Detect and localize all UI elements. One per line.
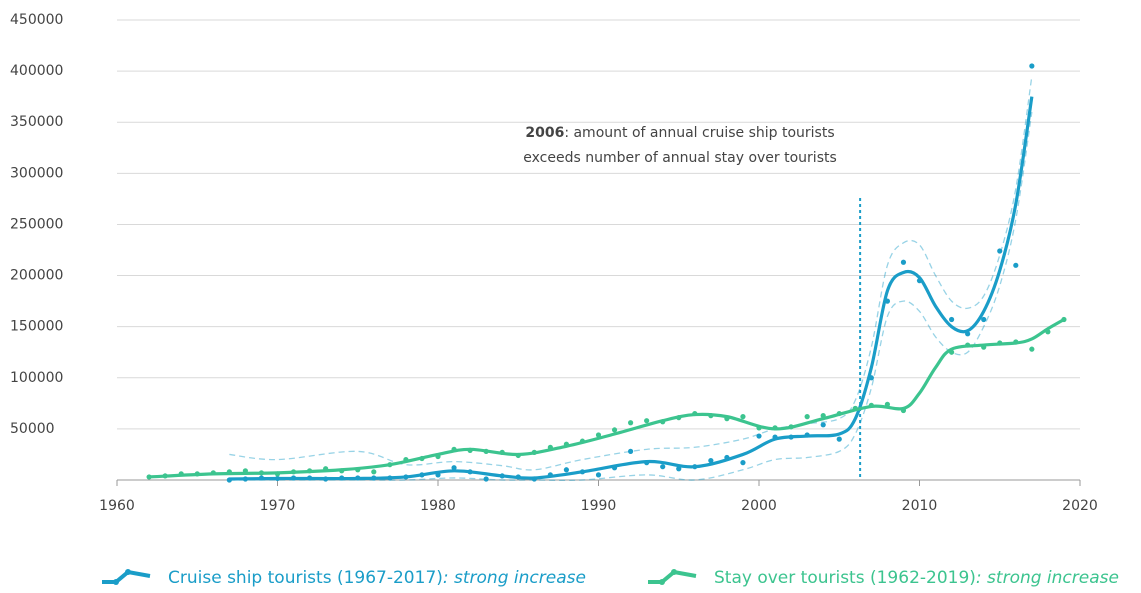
annotation: 2006: amount of annual cruise ship touri…: [525, 125, 834, 141]
annotation-line2: exceeds number of annual stay over touri…: [523, 150, 837, 166]
data-point: [371, 469, 377, 475]
data-point: [836, 436, 842, 442]
confidence-band: [229, 111, 1033, 482]
legend-note: : strong increase: [976, 568, 1119, 588]
legend-dot: [125, 569, 131, 575]
legend-name: Cruise ship tourists (1967-2017): [168, 568, 443, 588]
y-tick-label: 350000: [10, 114, 63, 130]
y-tick-label: 50000: [10, 421, 55, 437]
data-point: [628, 420, 634, 426]
annotation-text: : amount of annual cruise ship tourists: [564, 125, 834, 141]
trend-line: [149, 318, 1065, 479]
data-point: [451, 465, 457, 471]
legend-icon: [648, 569, 697, 584]
x-tick-label: 1990: [581, 498, 617, 514]
legend-dot: [659, 579, 665, 585]
data-point: [820, 422, 826, 428]
x-tick-label: 1980: [420, 498, 456, 514]
confidence-band: [229, 76, 1033, 471]
data-point: [804, 414, 810, 420]
legend-icon: [102, 569, 151, 584]
legend-label: Cruise ship tourists (1967-2017): strong…: [168, 568, 586, 588]
data-point: [611, 427, 618, 433]
data-point: [740, 414, 746, 420]
data-point: [660, 464, 666, 470]
legend-dot: [671, 569, 677, 575]
data-point: [900, 259, 907, 265]
data-point: [756, 433, 762, 439]
data-point: [595, 472, 602, 478]
data-point: [1029, 346, 1035, 352]
x-tick-label: 2010: [902, 498, 938, 514]
data-point: [628, 448, 634, 454]
y-tick-label: 400000: [10, 63, 63, 79]
y-tick-label: 100000: [10, 370, 63, 386]
x-tick-label: 1970: [260, 498, 296, 514]
data-point: [644, 418, 650, 424]
data-point: [1013, 262, 1019, 268]
data-point: [483, 476, 489, 482]
data-point: [949, 316, 955, 323]
data-point: [563, 467, 570, 473]
legend-name: Stay over tourists (1962-2019): [714, 568, 976, 588]
y-tick-label: 250000: [10, 216, 63, 232]
data-point: [676, 466, 682, 472]
y-tick-label: 450000: [10, 12, 63, 28]
x-tick-label: 2020: [1062, 498, 1098, 514]
y-tick-label: 150000: [10, 319, 63, 335]
legend-note: : strong increase: [443, 568, 586, 588]
trend-line: [229, 96, 1034, 481]
legend-label: Stay over tourists (1962-2019): strong i…: [714, 568, 1119, 588]
data-point: [1029, 63, 1035, 69]
x-tick-label: 1960: [99, 498, 135, 514]
data-point: [740, 460, 746, 466]
data-point: [997, 248, 1003, 254]
data-point: [981, 316, 987, 323]
legend-dot: [113, 579, 119, 585]
data-point: [708, 457, 714, 464]
y-tick-label: 300000: [10, 165, 63, 181]
annotation-year: 2006: [525, 125, 564, 141]
x-tick-label: 2000: [741, 498, 777, 514]
y-tick-label: 200000: [10, 268, 63, 284]
